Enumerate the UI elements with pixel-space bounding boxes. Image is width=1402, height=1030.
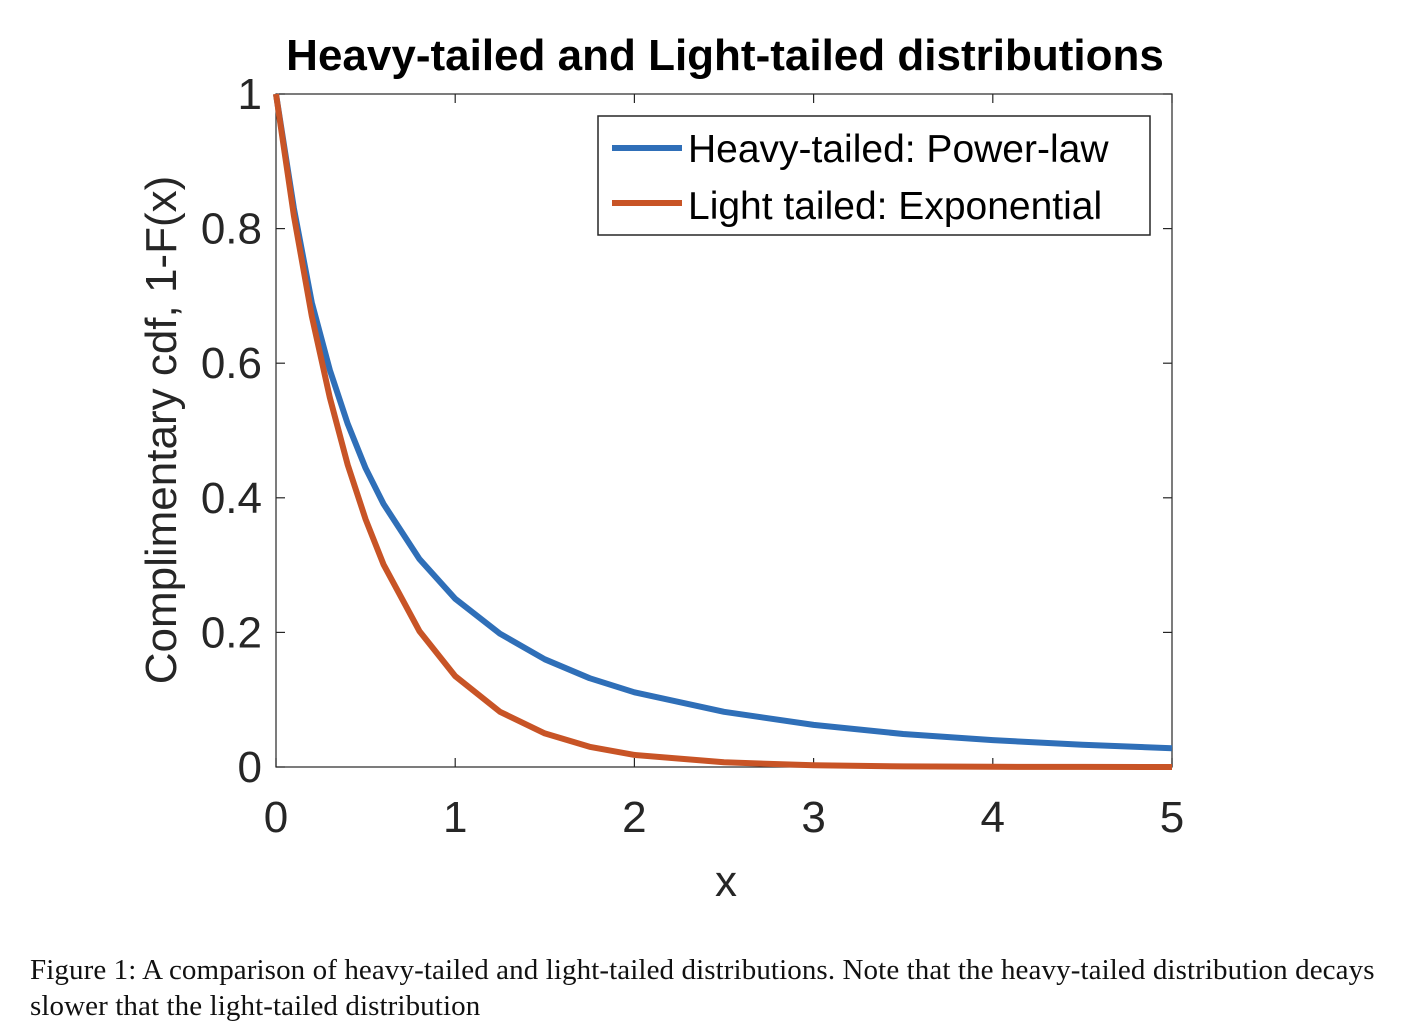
x-tick-label: 4	[981, 793, 1005, 842]
y-tick-label: 0.6	[201, 339, 262, 388]
legend-label-exponential: Light tailed: Exponential	[688, 185, 1102, 228]
y-tick-label: 0.8	[201, 205, 262, 254]
x-tick-label: 5	[1160, 793, 1184, 842]
legend: Heavy-tailed: Power-law Light tailed: Ex…	[597, 115, 1151, 236]
series-lines	[273, 93, 1173, 770]
y-tick-label: 0.2	[201, 608, 262, 657]
series-line-power-law	[273, 93, 1173, 752]
series-line-exponential	[273, 93, 1173, 770]
y-axis-label: Complimentary cdf, 1-F(x)	[137, 176, 186, 685]
y-tick-label: 1	[238, 70, 262, 119]
chart-title: Heavy-tailed and Light-tailed distributi…	[286, 31, 1164, 80]
legend-label-power-law: Heavy-tailed: Power-law	[688, 128, 1109, 171]
x-tick-label: 2	[622, 793, 646, 842]
chart: Heavy-tailed and Light-tailed distributi…	[137, 31, 1184, 906]
x-tick-label: 1	[443, 793, 467, 842]
x-tick-label: 0	[264, 793, 288, 842]
y-tick-label: 0.4	[201, 474, 262, 523]
axis-ticks: 0 1 2 3 4 5 0 0.2 0.4 0.6 0.8 1	[201, 70, 1184, 842]
figure-caption: Figure 1: A comparison of heavy-tailed a…	[30, 954, 1375, 1022]
x-tick-label: 3	[801, 793, 825, 842]
y-tick-label: 0	[238, 743, 262, 792]
x-axis-label: x	[715, 857, 737, 906]
legend-box	[597, 115, 1151, 236]
